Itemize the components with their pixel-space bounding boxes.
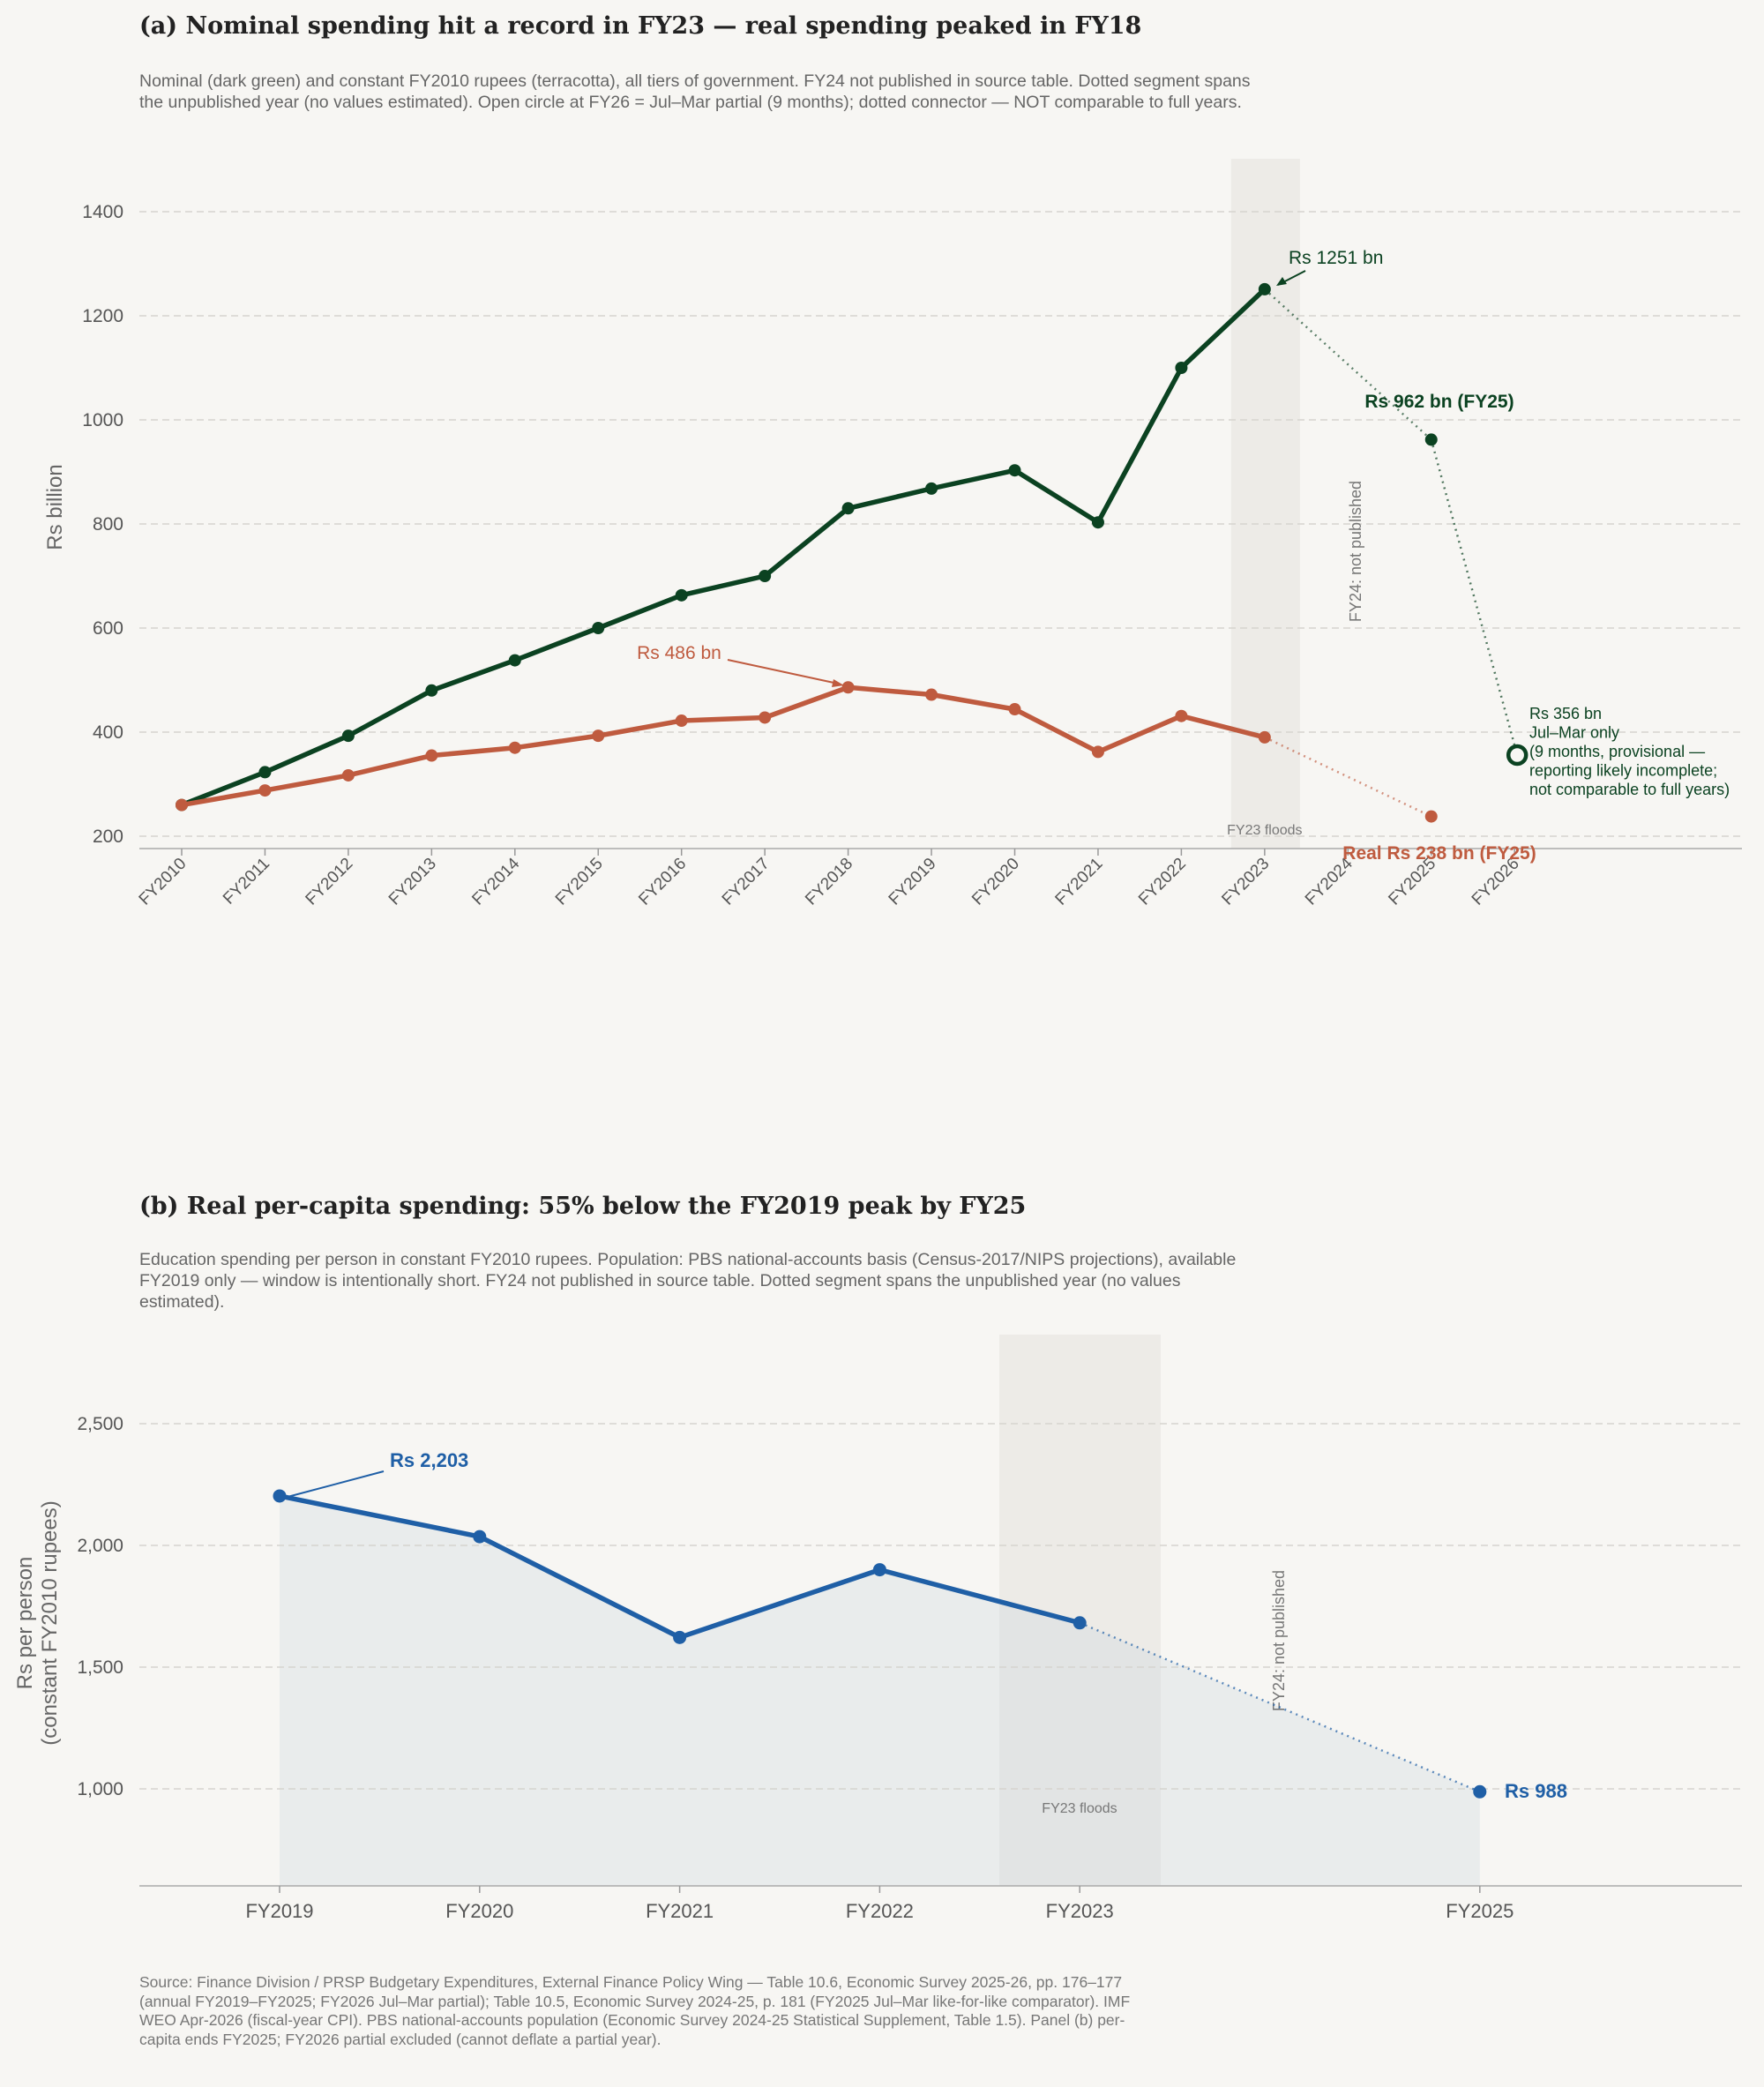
nominal-point bbox=[592, 622, 605, 634]
y-axis-label-line2: (constant FY2010 rupees) bbox=[38, 1500, 62, 1746]
percapita-point bbox=[473, 1530, 487, 1544]
annotation-fy25: Rs 988 bbox=[1505, 1780, 1567, 1802]
nominal-point bbox=[1175, 362, 1188, 374]
nominal-point bbox=[1091, 516, 1104, 529]
real-point bbox=[1424, 810, 1438, 823]
panel-b-title: (b) Real per-capita spending: 55% below … bbox=[139, 1193, 1027, 1220]
y-axis-label: Rs per person bbox=[13, 1557, 37, 1690]
percapita-point bbox=[1473, 1784, 1487, 1799]
real-point bbox=[258, 784, 272, 797]
y-tick-label: 2,500 bbox=[77, 1414, 123, 1434]
x-tick-label: FY2023 bbox=[1046, 1900, 1114, 1922]
nominal-point bbox=[759, 570, 772, 582]
floods-label: FY23 floods bbox=[1042, 1801, 1117, 1816]
x-tick-label: FY2020 bbox=[445, 1900, 513, 1922]
annotation-real-peak-arrowhead bbox=[832, 679, 844, 687]
y-tick-label: 400 bbox=[93, 722, 123, 743]
annotation-peak: Rs 2,203 bbox=[390, 1449, 468, 1471]
nominal-point bbox=[258, 766, 272, 779]
annotation-nominal-peak: Rs 1251 bn bbox=[1289, 248, 1383, 268]
x-tick-label: FY2025 bbox=[1446, 1900, 1514, 1922]
nominal-point bbox=[675, 588, 688, 602]
y-tick-label: 1400 bbox=[82, 202, 123, 222]
annotation-partial-line: (9 months, provisional — bbox=[1529, 743, 1705, 760]
annotation-real-peak: Rs 486 bn bbox=[637, 643, 721, 663]
nominal-point bbox=[425, 684, 438, 697]
y-tick-label: 1,000 bbox=[77, 1779, 123, 1799]
y-tick-label: 2,000 bbox=[77, 1536, 123, 1556]
annotation-partial-line: not comparable to full years) bbox=[1529, 781, 1730, 798]
source-footnote: Source: Finance Division / PRSP Budgetar… bbox=[139, 1973, 1131, 2048]
real-point bbox=[341, 768, 355, 782]
nominal-series-line bbox=[180, 287, 1267, 808]
real-point bbox=[508, 741, 521, 754]
annotation-partial-line: Rs 356 bn bbox=[1529, 705, 1602, 722]
annotation-real-fy25: Real Rs 238 bn (FY25) bbox=[1342, 843, 1536, 864]
y-tick-label: 800 bbox=[93, 514, 123, 535]
unpublished-label: FY24: not published bbox=[1347, 481, 1364, 622]
panel-b-subtitle: Education spending per person in constan… bbox=[139, 1250, 1237, 1312]
real-point bbox=[925, 688, 938, 701]
real-point bbox=[425, 749, 438, 762]
real-point bbox=[1091, 745, 1104, 759]
annotation-real-peak-arrow bbox=[727, 659, 839, 684]
real-point bbox=[675, 714, 688, 728]
nominal-gap-connector bbox=[1264, 288, 1432, 441]
y-axis-label: Rs billion bbox=[43, 464, 67, 550]
percapita-point bbox=[872, 1563, 886, 1577]
real-point bbox=[1008, 703, 1021, 716]
annotation-nominal-peak-arrowhead bbox=[1276, 277, 1287, 286]
real-point bbox=[176, 798, 188, 812]
nominal-point bbox=[1258, 282, 1271, 295]
real-point bbox=[841, 681, 855, 694]
percapita-area bbox=[280, 1495, 1480, 1886]
panel-a-title: (a) Nominal spending hit a record in FY2… bbox=[139, 12, 1142, 40]
annotation-partial-line: reporting likely incomplete; bbox=[1529, 762, 1717, 780]
nominal-point bbox=[508, 654, 521, 667]
nominal-point bbox=[341, 729, 355, 743]
real-series-line bbox=[181, 684, 1266, 808]
partial-point-fy2026 bbox=[1506, 744, 1529, 767]
y-tick-label: 600 bbox=[93, 618, 123, 639]
x-tick-label: FY2022 bbox=[846, 1900, 914, 1922]
percapita-gap-connector bbox=[1079, 1621, 1481, 1793]
annotation-peak-connector bbox=[287, 1470, 385, 1498]
real-point bbox=[592, 729, 605, 743]
panel-a-subtitle: Nominal (dark green) and constant FY2010… bbox=[139, 71, 1251, 112]
y-tick-label: 200 bbox=[93, 827, 123, 847]
panel-a-chart: FY23 floods200400600800100012001400FY201… bbox=[43, 159, 1742, 909]
x-tick-label: FY2019 bbox=[245, 1900, 313, 1922]
panel-b-chart: 1,000 1,500 2,000 2,500 FY23 floods FY2019 FY2… bbox=[13, 1335, 1742, 1922]
x-tick-label: FY2021 bbox=[646, 1900, 714, 1922]
annotation-partial-line: Jul–Mar only bbox=[1529, 724, 1619, 742]
unpublished-label: FY24: not published bbox=[1270, 1570, 1288, 1711]
partial-connector bbox=[1430, 439, 1519, 756]
percapita-point bbox=[273, 1489, 287, 1503]
y-tick-label: 1,500 bbox=[77, 1657, 123, 1678]
floods-label: FY23 floods bbox=[1227, 823, 1302, 838]
nominal-point bbox=[1008, 464, 1021, 477]
nominal-point bbox=[841, 502, 855, 515]
y-tick-label: 1000 bbox=[82, 410, 123, 430]
percapita-point bbox=[673, 1630, 687, 1644]
real-point bbox=[1258, 730, 1271, 744]
annotation-nominal-fy25: Rs 962 bn (FY25) bbox=[1364, 392, 1514, 412]
percapita-point bbox=[1073, 1616, 1087, 1630]
y-tick-label: 1200 bbox=[82, 306, 123, 326]
real-point bbox=[759, 711, 772, 724]
nominal-point bbox=[925, 482, 938, 495]
real-point bbox=[1175, 709, 1188, 722]
